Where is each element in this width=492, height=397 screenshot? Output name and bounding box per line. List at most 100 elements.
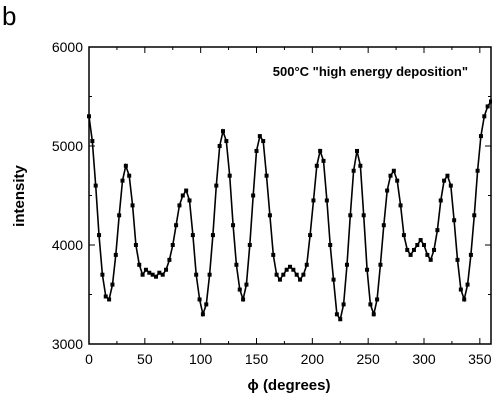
data-point [341,302,346,307]
data-point [298,277,303,282]
data-point [401,233,406,238]
data-point [391,168,396,173]
data-point [200,312,205,317]
data-point [97,233,102,238]
series-group [87,99,492,322]
data-point [468,252,473,257]
data-point [375,297,380,302]
data-point [368,302,373,307]
data-point [274,272,279,277]
data-point [355,148,359,153]
data-point [264,173,269,178]
data-point [130,203,135,208]
data-point [452,218,457,223]
data-point [408,252,413,257]
data-point [271,252,276,257]
data-point [432,247,437,252]
data-point [261,139,266,144]
data-point [301,272,306,277]
data-point [428,257,433,262]
data-point [150,272,155,277]
data-point [291,267,296,272]
data-point [378,262,383,267]
data-point [465,282,470,287]
data-point [418,238,423,243]
data-point [177,203,182,208]
data-point [113,252,118,257]
data-point [237,287,242,292]
data-point [324,198,329,203]
data-point [472,213,477,218]
data-point [143,267,148,272]
data-point [110,282,115,287]
data-point [458,287,463,292]
data-point [184,188,189,193]
data-point [482,114,487,119]
data-point [214,183,219,188]
data-point [140,272,145,277]
data-point [385,188,390,193]
data-point [388,173,393,178]
x-tick-label: 150 [245,351,269,367]
data-point [405,247,410,252]
x-tick-label: 300 [412,351,436,367]
data-point [221,129,225,134]
data-point [241,297,246,302]
data-point [415,243,420,247]
data-point [411,247,416,252]
data-point [435,228,440,233]
data-point [281,272,286,277]
data-point [348,213,353,218]
x-tick-labels: 0 50 100 150 200 250 300 350 [85,351,492,367]
data-point [381,223,386,228]
data-point [442,178,447,183]
data-point [318,148,323,153]
data-point [160,272,165,277]
data-point [321,158,326,163]
data-point [127,173,132,178]
y-tick-label: 3000 [52,336,83,352]
data-point [344,262,349,267]
x-tick-label: 100 [189,351,213,367]
data-point [137,262,142,267]
data-point [425,252,430,257]
x-tick-label: 350 [468,351,492,367]
data-point [244,282,249,287]
data-point [308,233,313,238]
data-point [485,104,490,109]
x-axis-label: ϕ (degrees) [248,377,331,394]
data-point [351,168,356,173]
data-point [445,173,450,178]
data-point [231,223,236,228]
data-point [87,114,91,119]
data-point [227,173,232,178]
y-tick-label: 6000 [52,39,83,55]
data-point [284,267,289,272]
chart-annotation: 500°C "high energy deposition" [273,64,468,79]
x-tick-label: 50 [137,351,153,367]
data-point [489,99,492,104]
data-point [361,213,366,218]
data-point [93,183,98,188]
data-point [478,134,483,139]
axis-ticks [88,46,491,345]
data-point [371,312,376,317]
data-point [314,163,319,168]
x-tick-label: 250 [356,351,380,367]
data-point [234,262,239,267]
data-point [277,277,282,282]
data-point [257,134,262,139]
y-tick-label: 4000 [52,237,83,253]
data-point [247,243,252,247]
data-point [90,139,95,144]
data-point [422,243,426,247]
data-point [174,223,179,228]
data-point [117,213,122,218]
data-point [311,198,316,203]
data-point [157,270,162,275]
data-point [365,267,370,272]
data-point [267,213,272,218]
data-point [207,272,212,277]
data-point [187,198,192,203]
